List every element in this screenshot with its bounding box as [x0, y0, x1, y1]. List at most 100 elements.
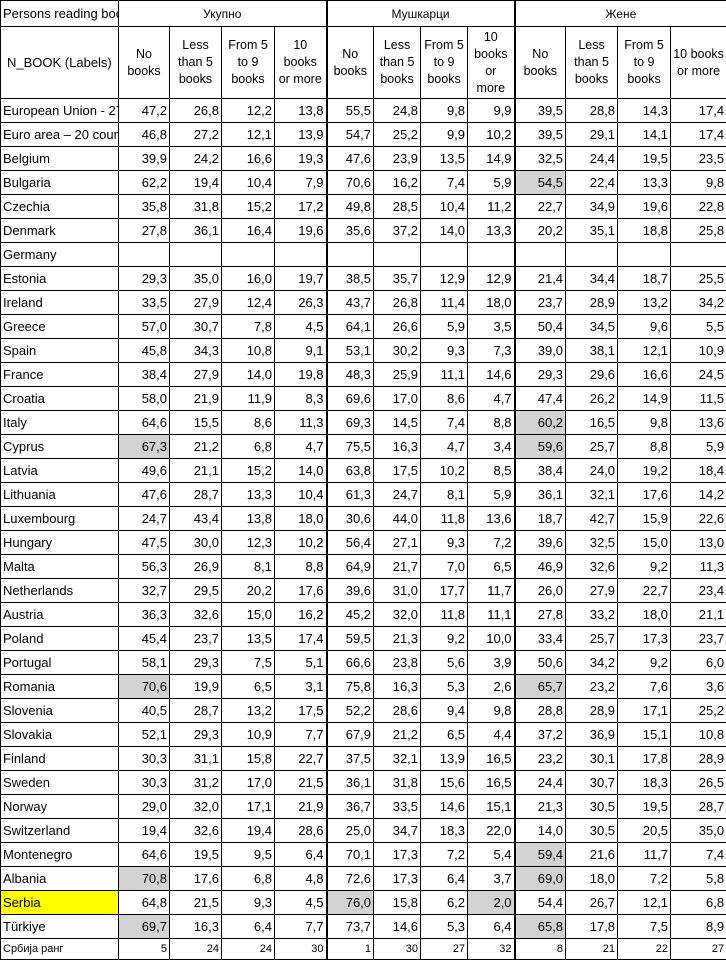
data-cell[interactable]: 12,9 — [421, 267, 468, 291]
row-label[interactable]: Bulgaria — [1, 171, 119, 195]
data-cell[interactable]: 10,0 — [468, 627, 515, 651]
data-cell[interactable]: 30,5 — [566, 795, 618, 819]
data-cell[interactable]: 5,9 — [671, 435, 726, 459]
data-cell[interactable]: 13,8 — [275, 99, 327, 123]
group-header-total[interactable]: Укупно — [119, 1, 327, 27]
data-cell[interactable] — [170, 243, 222, 267]
column-header[interactable]: 10 books or more — [468, 27, 515, 99]
data-cell[interactable]: 10,2 — [275, 531, 327, 555]
data-cell[interactable]: 31,0 — [374, 579, 421, 603]
data-cell[interactable]: 34,2 — [671, 291, 726, 315]
data-cell[interactable]: 69,3 — [327, 411, 374, 435]
data-cell[interactable]: 32,0 — [170, 795, 222, 819]
data-cell[interactable]: 22,6 — [671, 507, 726, 531]
data-cell[interactable]: 14,5 — [374, 411, 421, 435]
data-cell[interactable]: 26,8 — [374, 291, 421, 315]
data-cell[interactable]: 11,1 — [468, 603, 515, 627]
row-label[interactable]: Belgium — [1, 147, 119, 171]
data-cell[interactable]: 30,1 — [566, 747, 618, 771]
data-cell[interactable]: 31,2 — [170, 771, 222, 795]
data-cell[interactable]: 4,4 — [468, 723, 515, 747]
rank-cell[interactable]: 24 — [222, 939, 275, 960]
row-label[interactable]: Netherlands — [1, 579, 119, 603]
row-label[interactable]: Luxembourg — [1, 507, 119, 531]
data-cell[interactable]: 72,6 — [327, 867, 374, 891]
row-label[interactable]: Denmark — [1, 219, 119, 243]
rank-cell[interactable]: 32 — [468, 939, 515, 960]
data-cell[interactable]: 11,2 — [468, 195, 515, 219]
data-cell[interactable]: 24,5 — [671, 363, 726, 387]
row-label[interactable]: Finland — [1, 747, 119, 771]
data-cell[interactable]: 4,5 — [275, 315, 327, 339]
data-cell[interactable]: 12,9 — [468, 267, 515, 291]
data-cell[interactable]: 9,3 — [421, 531, 468, 555]
data-cell[interactable]: 52,2 — [327, 699, 374, 723]
data-cell[interactable]: 3,5 — [468, 315, 515, 339]
row-label[interactable]: Malta — [1, 555, 119, 579]
data-cell[interactable]: 21,2 — [374, 723, 421, 747]
data-cell[interactable]: 16,3 — [170, 915, 222, 939]
data-cell[interactable]: 11,3 — [275, 411, 327, 435]
data-cell[interactable]: 7,8 — [222, 315, 275, 339]
data-cell[interactable]: 4,8 — [275, 867, 327, 891]
data-cell[interactable]: 22,7 — [515, 195, 566, 219]
data-cell[interactable]: 39,5 — [515, 123, 566, 147]
table-title[interactable]: Persons reading books — [1, 1, 119, 27]
data-cell[interactable]: 13,5 — [222, 627, 275, 651]
data-cell[interactable]: 13,3 — [618, 171, 671, 195]
row-label[interactable]: Hungary — [1, 531, 119, 555]
data-cell[interactable]: 20,5 — [618, 819, 671, 843]
data-cell[interactable] — [374, 243, 421, 267]
data-cell[interactable]: 15,0 — [222, 603, 275, 627]
rank-cell[interactable]: 22 — [618, 939, 671, 960]
data-cell[interactable]: 25,7 — [566, 435, 618, 459]
data-cell[interactable]: 4,7 — [275, 435, 327, 459]
data-cell[interactable]: 15,2 — [222, 459, 275, 483]
data-cell[interactable]: 30,7 — [566, 771, 618, 795]
data-cell[interactable]: 4,7 — [468, 387, 515, 411]
data-cell[interactable]: 47,2 — [119, 99, 170, 123]
data-cell[interactable]: 70,1 — [327, 843, 374, 867]
data-cell[interactable]: 32,5 — [566, 531, 618, 555]
row-label[interactable]: Czechia — [1, 195, 119, 219]
data-cell[interactable]: 8,9 — [671, 915, 726, 939]
data-cell[interactable]: 73,7 — [327, 915, 374, 939]
data-cell[interactable]: 6,4 — [275, 843, 327, 867]
data-cell[interactable]: 13,6 — [671, 411, 726, 435]
data-cell[interactable]: 37,5 — [327, 747, 374, 771]
row-label[interactable]: Croatia — [1, 387, 119, 411]
data-cell[interactable]: 11,7 — [618, 843, 671, 867]
data-cell[interactable]: 22,7 — [618, 579, 671, 603]
data-cell[interactable]: 9,3 — [222, 891, 275, 915]
data-cell[interactable]: 18,7 — [618, 267, 671, 291]
data-cell[interactable]: 19,3 — [275, 147, 327, 171]
data-cell[interactable]: 5,8 — [671, 867, 726, 891]
data-cell[interactable]: 10,4 — [222, 171, 275, 195]
data-cell[interactable]: 70,6 — [119, 675, 170, 699]
row-label[interactable]: Estonia — [1, 267, 119, 291]
data-cell[interactable]: 8,1 — [421, 483, 468, 507]
data-cell[interactable]: 39,9 — [119, 147, 170, 171]
data-cell[interactable]: 35,8 — [119, 195, 170, 219]
data-cell[interactable]: 15,5 — [170, 411, 222, 435]
rank-cell[interactable]: 27 — [421, 939, 468, 960]
data-cell[interactable]: 30,7 — [170, 315, 222, 339]
row-label[interactable]: Italy — [1, 411, 119, 435]
data-cell[interactable] — [119, 243, 170, 267]
row-label[interactable]: France — [1, 363, 119, 387]
data-cell[interactable]: 28,6 — [275, 819, 327, 843]
data-cell[interactable]: 23,5 — [671, 147, 726, 171]
data-cell[interactable]: 21,9 — [275, 795, 327, 819]
row-label[interactable]: Poland — [1, 627, 119, 651]
data-cell[interactable]: 14,3 — [618, 99, 671, 123]
data-cell[interactable]: 19,5 — [618, 795, 671, 819]
data-cell[interactable]: 47,5 — [119, 531, 170, 555]
data-cell[interactable]: 9,6 — [618, 315, 671, 339]
data-cell[interactable]: 54,4 — [515, 891, 566, 915]
group-header-women[interactable]: Жене — [515, 1, 726, 27]
data-cell[interactable]: 11,1 — [421, 363, 468, 387]
data-cell[interactable]: 19,8 — [275, 363, 327, 387]
data-cell[interactable]: 10,2 — [468, 123, 515, 147]
data-cell[interactable]: 67,9 — [327, 723, 374, 747]
data-cell[interactable]: 39,6 — [515, 531, 566, 555]
